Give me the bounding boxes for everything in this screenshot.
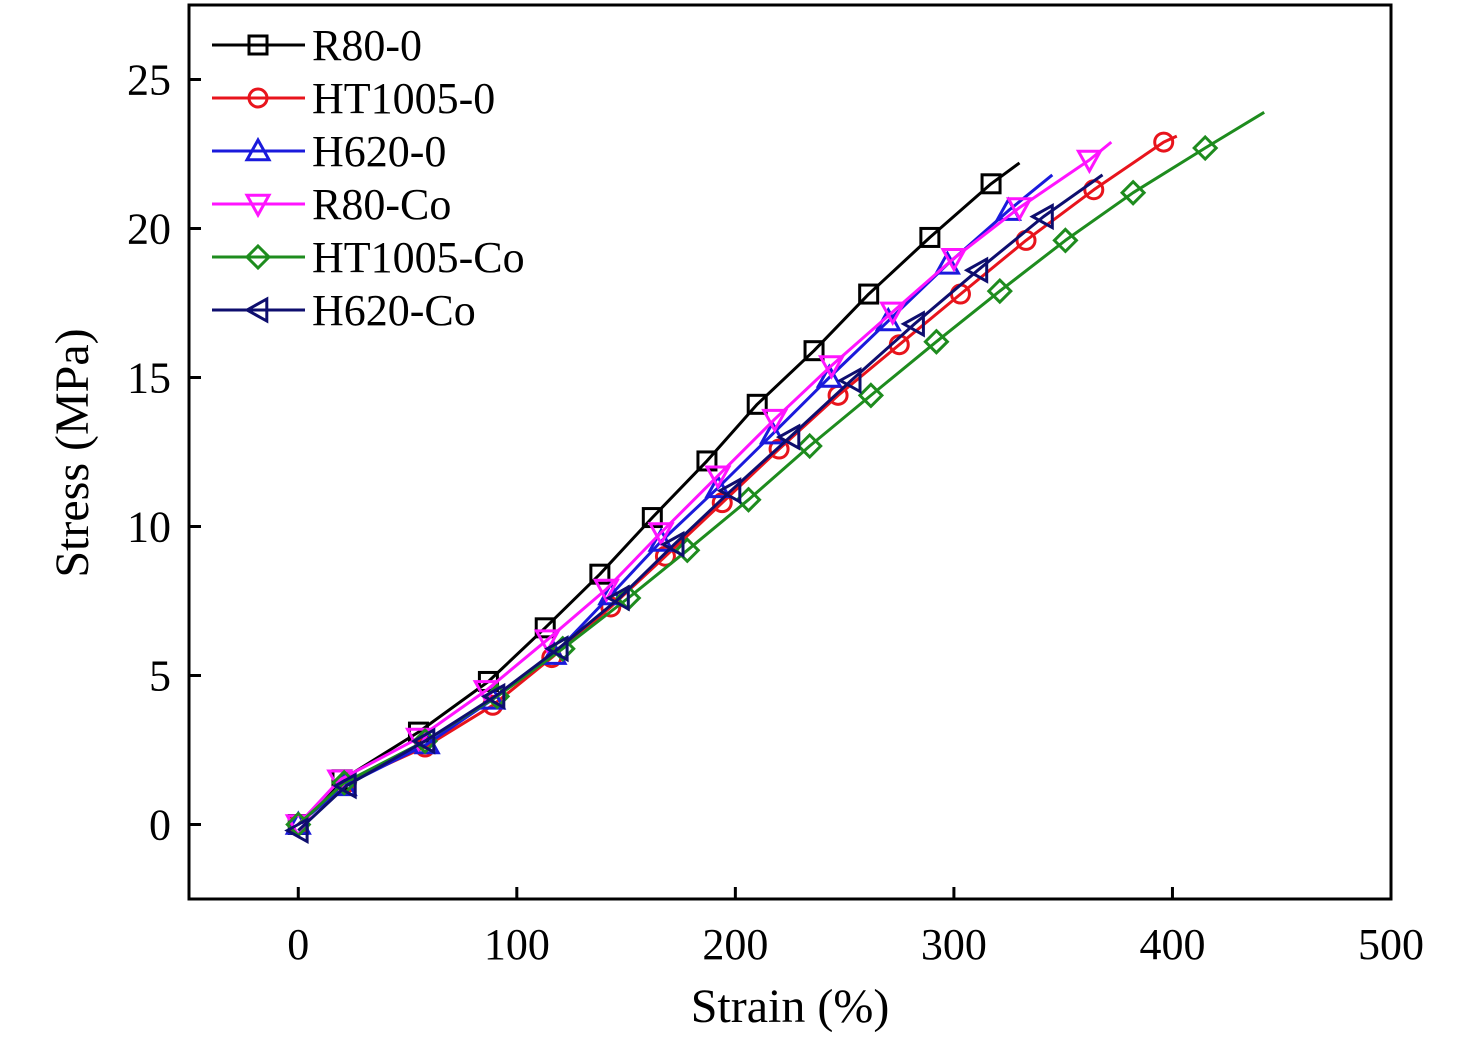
data-point-triangle-left: [605, 584, 630, 612]
data-point-square: [247, 34, 269, 56]
data-point-triangle-left: [963, 256, 989, 284]
legend-label: HT1005-0: [312, 74, 495, 123]
y-tick-label: 5: [149, 652, 171, 701]
data-point-triangle-up: [704, 473, 732, 499]
data-point-circle: [768, 438, 790, 460]
data-point-diamond: [796, 432, 823, 460]
data-point-triangle-left: [900, 310, 925, 338]
data-point-triangle-up: [540, 640, 568, 665]
x-tick-label: 0: [287, 920, 309, 969]
data-point-triangle-up: [758, 420, 787, 445]
data-point-triangle-down: [704, 465, 732, 490]
legend: R80-0HT1005-0H620-0R80-CoHT1005-CoH620-C…: [212, 21, 525, 335]
y-axis-ticks: 0 5 10 15 20 25: [127, 56, 201, 850]
data-point-diamond: [923, 328, 950, 355]
data-point-square: [746, 393, 768, 415]
data-point-square: [589, 563, 611, 585]
data-point-triangle-down: [940, 248, 968, 273]
y-tick-label: 25: [127, 56, 171, 105]
data-point-diamond: [1119, 179, 1147, 206]
data-point-triangle-down: [244, 193, 272, 219]
data-point-triangle-left: [716, 477, 742, 505]
series-h620-co: [284, 173, 1104, 845]
data-point-triangle-left: [544, 635, 569, 663]
x-tick-label: 300: [921, 920, 987, 969]
y-tick-label: 15: [127, 354, 171, 403]
data-point-triangle-left: [1029, 203, 1054, 231]
legend-label: R80-Co: [312, 180, 451, 229]
data-point-diamond: [1052, 227, 1079, 254]
data-point-diamond: [857, 382, 885, 409]
y-tick-label: 0: [149, 801, 171, 850]
x-tick-label: 200: [702, 920, 768, 969]
data-point-triangle-down: [879, 301, 907, 326]
data-point-triangle-left: [775, 423, 801, 451]
data-point-triangle-left: [660, 530, 685, 558]
plot-frame: [187, 3, 1393, 901]
data-point-triangle-down: [592, 578, 620, 604]
data-point-triangle-down: [761, 408, 789, 434]
data-point-triangle-up: [815, 363, 843, 388]
data-point-triangle-left: [410, 727, 436, 755]
data-point-diamond: [331, 769, 358, 796]
data-point-circle: [247, 87, 269, 109]
data-point-diamond: [674, 537, 701, 564]
data-point-triangle-up: [244, 136, 272, 162]
y-tick-label: 20: [127, 205, 171, 254]
data-point-triangle-left: [480, 682, 506, 710]
legend-label: H620-0: [312, 127, 446, 176]
data-point-diamond: [244, 243, 272, 271]
y-axis-label: Stress (MPa): [46, 328, 99, 577]
y-tick-label: 10: [127, 503, 171, 552]
x-tick-label: 100: [484, 920, 550, 969]
data-point-diamond: [986, 277, 1013, 305]
data-point-triangle-down: [1075, 149, 1103, 175]
data-point-square: [858, 283, 880, 305]
data-point-square: [980, 173, 1002, 195]
data-point-triangle-left: [243, 296, 269, 324]
x-tick-label: 400: [1139, 920, 1205, 969]
legend-label: R80-0: [312, 21, 422, 70]
data-point-square: [803, 340, 825, 362]
x-tick-label: 500: [1358, 920, 1424, 969]
data-point-triangle-left: [837, 366, 862, 395]
data-point-triangle-left: [284, 816, 309, 845]
data-point-triangle-left: [332, 772, 357, 800]
legend-label: H620-Co: [312, 286, 476, 335]
data-point-triangle-down: [817, 355, 846, 380]
x-axis-label: Strain (%): [691, 980, 890, 1033]
x-axis-ticks: 0 100 200 300 400 500: [287, 887, 1424, 969]
data-point-circle: [1153, 131, 1175, 153]
data-point-triangle-down: [647, 522, 675, 547]
data-point-square: [534, 617, 556, 639]
data-point-square: [919, 226, 941, 248]
series-line: [297, 173, 1104, 832]
data-point-triangle-down: [1005, 197, 1034, 222]
series-line: [297, 140, 1113, 826]
legend-label: HT1005-Co: [312, 233, 525, 282]
data-point-diamond: [1192, 134, 1219, 162]
data-point-triangle-up: [933, 250, 961, 275]
data-point-triangle-down: [404, 727, 433, 753]
series-layer: [284, 111, 1265, 845]
data-point-triangle-down: [533, 629, 561, 654]
series-line: [297, 134, 1178, 826]
